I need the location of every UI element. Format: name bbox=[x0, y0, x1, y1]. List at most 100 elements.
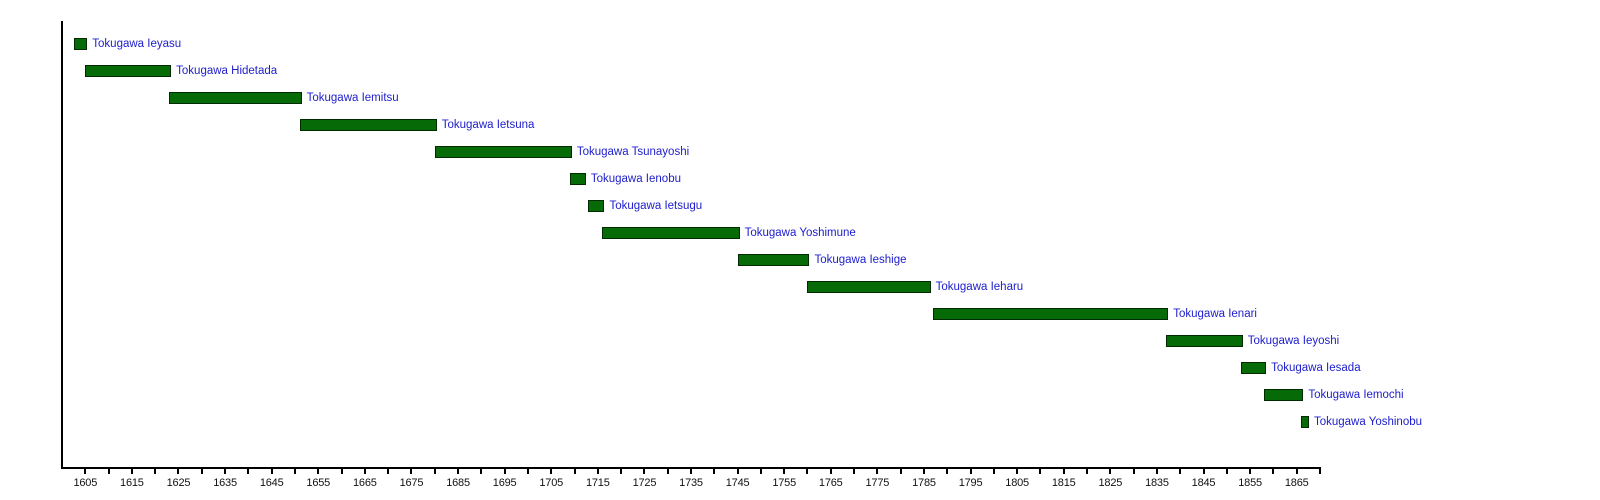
x-tick bbox=[1225, 468, 1228, 474]
x-tick bbox=[922, 468, 925, 474]
x-tick bbox=[899, 468, 902, 474]
x-tick-label: 1705 bbox=[539, 477, 564, 489]
x-tick bbox=[876, 468, 879, 474]
gantt-bar bbox=[73, 38, 88, 50]
x-tick bbox=[1202, 468, 1205, 474]
x-tick-label: 1845 bbox=[1191, 477, 1216, 489]
x-tick-label: 1765 bbox=[818, 477, 843, 489]
bar-label: Tokugawa Ieshige bbox=[814, 254, 907, 266]
bar-label: Tokugawa Yoshinobu bbox=[1313, 416, 1423, 428]
x-tick bbox=[806, 468, 809, 474]
x-tick bbox=[177, 468, 180, 474]
x-tick-label: 1785 bbox=[912, 477, 936, 489]
x-tick bbox=[247, 468, 250, 474]
bar-label: Tokugawa Ieharu bbox=[935, 281, 1024, 293]
x-tick bbox=[1086, 468, 1089, 474]
x-tick bbox=[526, 468, 529, 474]
x-tick bbox=[1155, 468, 1158, 474]
x-tick bbox=[1319, 468, 1321, 474]
x-tick-label: 1625 bbox=[166, 477, 191, 489]
x-tick bbox=[1039, 468, 1042, 474]
x-tick bbox=[224, 468, 227, 474]
x-tick bbox=[1109, 468, 1112, 474]
x-tick-label: 1805 bbox=[1005, 477, 1029, 489]
x-tick bbox=[666, 468, 669, 474]
bar-label: Tokugawa Ieyoshi bbox=[1247, 335, 1340, 347]
bar-label: Tokugawa Ienobu bbox=[590, 173, 681, 185]
x-tick bbox=[130, 468, 133, 474]
gantt-bar bbox=[569, 173, 586, 185]
gantt-bar bbox=[1301, 416, 1309, 428]
x-tick bbox=[363, 468, 366, 474]
bar-label: Tokugawa Ieyasu bbox=[92, 38, 182, 50]
gantt-bar bbox=[85, 65, 172, 77]
x-tick-label: 1615 bbox=[120, 477, 144, 489]
bar-label: Tokugawa Tsunayoshi bbox=[576, 146, 690, 158]
x-tick-label: 1835 bbox=[1145, 477, 1169, 489]
x-tick bbox=[643, 468, 646, 474]
gantt-bar bbox=[1240, 362, 1267, 374]
x-tick bbox=[992, 468, 995, 474]
gantt-bar bbox=[1264, 389, 1304, 401]
x-tick bbox=[1295, 468, 1298, 474]
x-tick bbox=[340, 468, 343, 474]
x-tick bbox=[783, 468, 786, 474]
x-tick bbox=[200, 468, 203, 474]
x-tick bbox=[410, 468, 413, 474]
bar-label: Tokugawa Ietsuna bbox=[441, 119, 535, 131]
gantt-bar bbox=[169, 92, 302, 104]
x-tick-label: 1735 bbox=[679, 477, 703, 489]
x-tick bbox=[829, 468, 832, 474]
x-tick bbox=[433, 468, 436, 474]
x-tick-label: 1725 bbox=[632, 477, 657, 489]
x-tick-label: 1855 bbox=[1238, 477, 1262, 489]
x-tick bbox=[154, 468, 157, 474]
x-tick-label: 1695 bbox=[492, 477, 517, 489]
bar-label: Tokugawa Hidetada bbox=[176, 65, 278, 77]
x-tick bbox=[713, 468, 716, 474]
x-tick bbox=[759, 468, 762, 474]
x-tick bbox=[107, 468, 110, 474]
x-tick bbox=[596, 468, 599, 474]
gantt-bar bbox=[602, 227, 740, 239]
x-tick bbox=[1272, 468, 1275, 474]
x-tick-label: 1775 bbox=[865, 477, 890, 489]
x-tick bbox=[293, 468, 296, 474]
x-tick-label: 1795 bbox=[958, 477, 983, 489]
gantt-bar bbox=[807, 281, 931, 293]
x-tick bbox=[573, 468, 576, 474]
x-tick bbox=[84, 468, 87, 474]
x-tick bbox=[690, 468, 692, 474]
bar-label: Tokugawa Yoshimune bbox=[744, 227, 856, 239]
x-tick-label: 1635 bbox=[213, 477, 237, 489]
x-tick-label: 1715 bbox=[585, 477, 610, 489]
gantt-bar bbox=[933, 308, 1169, 320]
x-tick-label: 1815 bbox=[1051, 477, 1076, 489]
x-tick bbox=[1249, 468, 1252, 474]
x-tick-label: 1605 bbox=[73, 477, 98, 489]
x-tick-label: 1865 bbox=[1284, 477, 1309, 489]
bar-label: Tokugawa Iemochi bbox=[1308, 389, 1404, 401]
x-tick bbox=[853, 468, 856, 474]
bar-label: Tokugawa Ienari bbox=[1173, 308, 1257, 320]
x-tick-label: 1745 bbox=[725, 477, 750, 489]
x-tick-label: 1645 bbox=[259, 477, 284, 489]
gantt-bar bbox=[588, 200, 605, 212]
x-tick bbox=[1132, 468, 1135, 474]
x-tick bbox=[946, 468, 949, 474]
x-tick bbox=[550, 468, 553, 474]
gantt-bar bbox=[299, 119, 437, 131]
x-tick bbox=[270, 468, 273, 474]
gantt-bar bbox=[737, 254, 810, 266]
bar-label: Tokugawa Iesada bbox=[1271, 362, 1361, 374]
x-tick bbox=[457, 468, 460, 474]
x-tick-label: 1665 bbox=[353, 477, 377, 489]
x-tick bbox=[1179, 468, 1182, 474]
x-tick bbox=[620, 468, 623, 474]
x-tick bbox=[387, 468, 390, 474]
x-tick-label: 1655 bbox=[306, 477, 331, 489]
x-tick-label: 1755 bbox=[772, 477, 796, 489]
x-tick-label: 1825 bbox=[1098, 477, 1123, 489]
x-tick bbox=[1016, 468, 1019, 474]
